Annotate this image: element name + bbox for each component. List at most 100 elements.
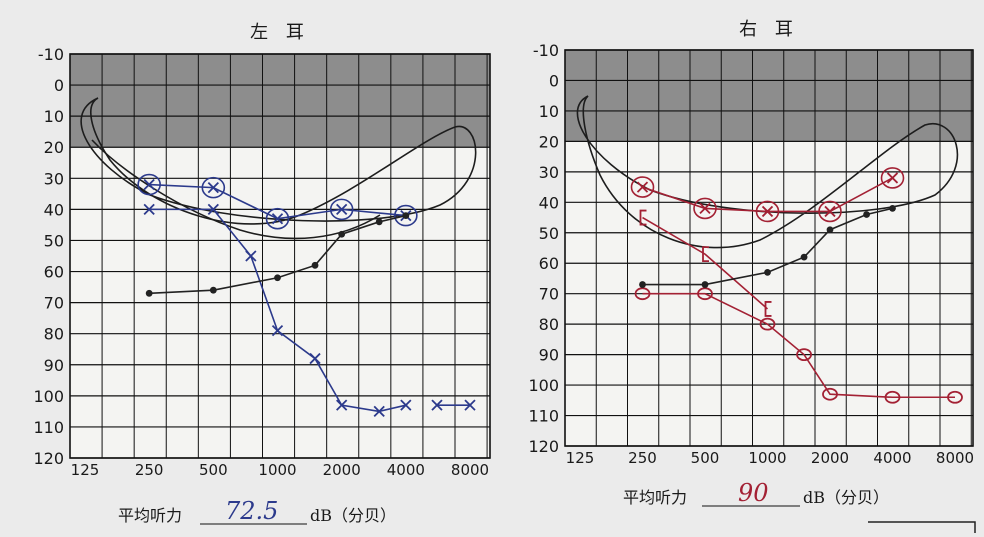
data-point-x [207,181,219,194]
x-tick-label: 1000 [748,449,786,467]
y-tick-label: 10 [44,107,64,126]
data-point-x [271,324,284,337]
y-tick-label: 50 [44,231,64,250]
data-point-x [271,213,284,225]
data-point-x [636,181,649,193]
x-tick-label: 4000 [873,449,911,467]
x-tick-label: 500 [691,449,720,467]
data-point-circle [265,207,290,230]
data-point-circle [880,167,905,189]
data-point-x [309,352,321,365]
y-tick-label: 0 [54,76,64,95]
series-x [431,399,476,411]
data-point-x [143,178,155,191]
x-tick-label: 125 [566,449,595,467]
data-point-x [400,399,412,411]
x-tick-label: 125 [71,461,100,479]
x-tick-label: 2000 [811,449,849,467]
y-tick-label: 80 [44,325,64,344]
y-tick-label: 100 [33,387,64,406]
data-point-o [759,317,776,331]
y-tick-label: 90 [539,346,559,365]
data-point-dot [209,286,217,294]
normal-hearing-zone [565,50,973,142]
y-tick-label: 40 [44,200,64,219]
data-point-x [207,203,219,216]
x-tick-label: 4000 [387,461,425,479]
data-point-x [245,250,257,262]
form-box-edge [868,521,976,533]
data-point-dot [764,268,771,276]
y-tick-label: -10 [38,45,64,64]
data-point-x [761,205,774,218]
series-o [634,287,963,404]
y-tick-label: 120 [528,437,559,456]
plot-border [564,49,974,447]
data-point-x [336,399,348,411]
y-tick-label: 30 [44,169,64,188]
data-point-dot [701,281,709,288]
y-tick-label: 0 [549,71,559,90]
x-tick-label: 1000 [258,461,296,479]
data-point-bracket [639,209,647,226]
plot-border [69,53,491,459]
y-tick-label: 20 [539,132,559,151]
x-tick-label: 8000 [936,449,974,467]
data-point-circle [755,200,780,223]
average-hearing-label: 平均听力 [623,488,687,507]
y-tick-label: 30 [539,163,559,182]
data-point-x [336,203,348,216]
average-hearing-unit: dB（分贝） [310,506,396,525]
x-tick-label: 250 [135,461,164,479]
data-point-dot [863,211,870,218]
average-hearing-unit: dB（分贝） [803,488,889,507]
y-tick-label: 90 [44,356,64,375]
y-tick-label: 80 [539,315,559,334]
chart-title: 右 耳 [739,19,799,40]
data-point-circle [818,200,842,223]
data-point-o [947,390,963,404]
data-point-circle [394,204,418,227]
data-point-x [143,203,155,216]
y-tick-label: 20 [44,138,64,157]
data-point-x [886,172,899,184]
data-point-dot [375,218,383,226]
y-tick-label: 60 [539,254,559,273]
data-point-dot [311,261,319,269]
data-point-circle [137,173,161,196]
y-tick-label: 110 [528,407,559,426]
average-hearing-label: 平均听力 [118,506,182,525]
y-tick-label: 70 [44,294,64,313]
data-point-o [634,287,651,301]
data-point-dot [826,226,834,234]
data-point-dot [145,289,153,297]
series-dot [145,212,410,297]
data-point-circle [201,176,226,199]
average-hearing-value: 72.5 [225,497,278,525]
y-tick-label: 60 [44,263,64,282]
data-point-x [699,202,711,215]
y-tick-label: 50 [539,224,559,243]
data-point-x [824,205,836,218]
data-point-circle [329,198,354,221]
audiogram-panel-left: 左 耳 -10 0 10 20 30 40 50 60 70 80 90 100 110 120 125 250… [33,22,491,525]
data-point-dot [639,281,646,288]
data-point-x [431,399,443,411]
average-hearing-footer: 平均听力 90 dB（分贝） [623,479,889,507]
y-tick-label: 40 [539,193,559,212]
y-tick-label: -10 [533,41,559,60]
data-point-x [464,399,476,411]
data-point-x [373,405,385,418]
data-point-o [697,287,713,301]
average-hearing-value: 90 [738,479,769,507]
data-point-o [822,387,838,401]
series-line [642,216,769,310]
x-tick-label: 8000 [451,461,489,479]
series-line [642,292,955,399]
data-point-o [796,348,812,362]
data-point-bracket [702,246,709,262]
x-tick-label: 250 [628,449,657,467]
data-point-dot [402,212,410,220]
data-point-circle [693,197,717,220]
